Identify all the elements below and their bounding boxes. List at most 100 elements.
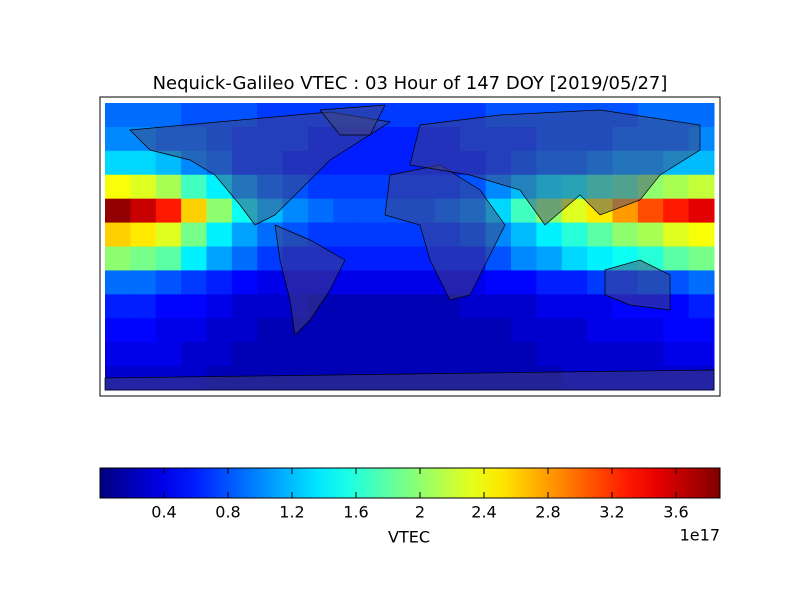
heatmap-cell xyxy=(130,150,157,176)
colorbar-tick-label: 2.4 xyxy=(471,503,496,522)
heatmap-cell xyxy=(105,342,131,367)
heatmap-cell xyxy=(663,222,690,247)
chart-title: Nequick-Galileo VTEC : 03 Hour of 147 DO… xyxy=(153,73,668,94)
heatmap-cell xyxy=(257,318,284,343)
heatmap-cell xyxy=(155,342,182,367)
heatmap-cell xyxy=(409,294,436,319)
heatmap-cell xyxy=(231,270,258,295)
heatmap-cell xyxy=(105,318,131,343)
heatmap-cell xyxy=(333,318,360,343)
map-frame xyxy=(99,96,721,397)
heatmap-cell xyxy=(688,103,715,128)
heatmap-cell xyxy=(358,174,385,200)
heatmap-cell xyxy=(384,342,410,367)
heatmap-cell xyxy=(663,318,690,343)
offset-label: 1e17 xyxy=(680,526,720,545)
heatmap-cell xyxy=(561,342,588,367)
colorbar xyxy=(99,467,721,499)
heatmap-cell xyxy=(688,246,715,271)
heatmap-cell xyxy=(384,126,410,152)
heatmap-cell xyxy=(688,222,715,247)
heatmap-cell xyxy=(536,222,563,247)
heatmap-cell xyxy=(155,222,182,247)
heatmap-cell xyxy=(460,318,487,343)
heatmap-cell xyxy=(485,294,512,319)
heatmap-cell xyxy=(409,342,436,367)
heatmap-cell xyxy=(384,222,410,247)
heatmap-cell xyxy=(105,270,131,295)
heatmap-cell xyxy=(358,246,385,271)
heatmap-cell xyxy=(130,246,157,271)
heatmap-cell xyxy=(434,318,461,343)
heatmap-cell xyxy=(511,318,537,343)
heatmap-cell xyxy=(637,198,664,224)
heatmap-cell xyxy=(105,198,131,224)
heatmap-cell xyxy=(308,198,334,224)
heatmap-cell xyxy=(587,246,613,271)
heatmap-cell xyxy=(485,342,512,367)
heatmap-cell xyxy=(130,103,157,128)
heatmap-cell xyxy=(384,318,410,343)
heatmap-cell xyxy=(105,246,131,271)
colorbar-tick-label: 0.8 xyxy=(215,503,240,522)
heatmap-cell xyxy=(333,294,360,319)
heatmap-cell xyxy=(333,222,360,247)
colorbar-tick-label: 0.4 xyxy=(151,503,176,522)
colorbar-tick-label: 1.2 xyxy=(279,503,304,522)
colorbar-tick-label: 3.6 xyxy=(663,503,688,522)
heatmap-cell xyxy=(612,342,639,367)
heatmap-cell xyxy=(409,270,436,295)
heatmap-cell xyxy=(688,294,715,319)
heatmap-cell xyxy=(384,150,410,176)
heatmap-cell xyxy=(257,342,284,367)
heatmap-cell xyxy=(561,294,588,319)
heatmap-cell xyxy=(130,222,157,247)
heatmap-cell xyxy=(561,246,588,271)
colorbar-label: VTEC xyxy=(388,528,430,547)
heatmap-cell xyxy=(105,126,131,152)
heatmap-cell xyxy=(511,342,537,367)
heatmap-cell xyxy=(130,294,157,319)
heatmap-cell xyxy=(358,270,385,295)
heatmap-cell xyxy=(105,103,131,128)
heatmap-cell xyxy=(231,222,258,247)
heatmap-cell xyxy=(384,103,410,128)
heatmap-cell xyxy=(308,318,334,343)
heatmap-cell xyxy=(358,342,385,367)
heatmap-cell xyxy=(384,294,410,319)
heatmap-cell xyxy=(511,270,537,295)
colorbar-tick-label: 3.2 xyxy=(599,503,624,522)
heatmap-cell xyxy=(511,294,537,319)
colorbar-tick-label: 2.8 xyxy=(535,503,560,522)
heatmap-cell xyxy=(663,342,690,367)
heatmap-cell xyxy=(155,294,182,319)
heatmap-cell xyxy=(485,318,512,343)
heatmap-cell xyxy=(231,246,258,271)
heatmap-cell xyxy=(155,174,182,200)
heatmap-cell xyxy=(333,174,360,200)
heatmap-cell xyxy=(333,342,360,367)
heatmap-cell xyxy=(460,294,487,319)
heatmap-cell xyxy=(688,318,715,343)
heatmap-cell xyxy=(105,150,131,176)
heatmap-cell xyxy=(181,294,207,319)
heatmap-cell xyxy=(181,318,207,343)
heatmap-cell xyxy=(282,342,309,367)
heatmap-cell xyxy=(206,318,233,343)
heatmap-cell xyxy=(155,270,182,295)
heatmap-cell xyxy=(688,150,715,176)
heatmap-cell xyxy=(561,318,588,343)
heatmap-cell xyxy=(536,318,563,343)
heatmap-cell xyxy=(206,198,233,224)
heatmap-cell xyxy=(587,342,613,367)
heatmap-cell xyxy=(105,222,131,247)
heatmap-cell xyxy=(485,270,512,295)
heatmap-cell xyxy=(105,294,131,319)
heatmap-cell xyxy=(181,222,207,247)
heatmap-cell xyxy=(688,342,715,367)
heatmap-cell xyxy=(257,294,284,319)
heatmap-cell xyxy=(181,174,207,200)
heatmap-cell xyxy=(434,342,461,367)
colorbar-tick-label: 1.6 xyxy=(343,503,368,522)
heatmap-cell xyxy=(536,342,563,367)
